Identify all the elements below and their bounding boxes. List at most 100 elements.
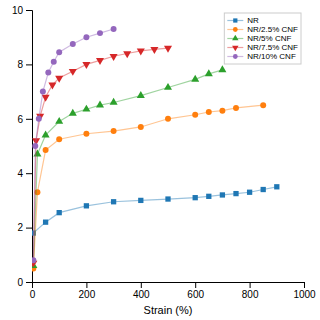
point [83,34,89,40]
y-tick-mark [26,119,32,120]
point [69,69,77,76]
point [260,102,266,108]
y-tick-mark [26,282,32,283]
legend-label: NR [247,16,259,25]
y-tick-label: 6 [17,114,23,125]
x-tick: 400 [133,282,150,300]
x-tick-label: 200 [79,289,96,300]
series-line [33,48,168,263]
point [164,46,172,53]
legend-label: NR/10% CNF [247,52,296,61]
legend-item: NR [227,16,259,25]
point [274,184,279,189]
point [165,196,170,201]
point [82,105,90,112]
y-tick: 8 [17,59,32,70]
legend-item: NR/10% CNF [227,52,296,61]
x-axis-title: Strain (%) [144,304,193,316]
y-tick-label: 0 [17,277,23,288]
y-tick-mark [26,228,32,229]
point [123,51,131,58]
point [164,83,172,90]
legend-label: NR/2.5% CNF [247,25,298,34]
point [83,131,89,137]
x-tick-mark [141,282,142,288]
series-line [33,105,263,268]
legend-swatch-marker [233,27,238,32]
legend-swatch-marker [232,46,238,52]
point [48,82,56,89]
series-line [33,29,113,260]
point [97,30,103,36]
legend-swatch-marker [233,54,238,59]
y-tick-label: 2 [17,222,23,233]
point [206,194,211,199]
point [219,108,225,114]
point [43,147,49,153]
x-tick-label: 400 [133,289,150,300]
point [191,75,199,82]
plot: 020040060080010000246810NRNR/2.5% CNFNR/… [12,5,316,300]
x-tick-label: 600 [187,289,204,300]
x-tick-mark [304,282,305,288]
x-tick: 600 [187,282,204,300]
point [261,187,266,192]
legend-item: NR/2.5% CNF [227,25,298,34]
point [111,199,116,204]
point [96,58,104,65]
series-line [33,187,276,233]
point [138,124,144,130]
point [56,136,62,142]
point [84,203,89,208]
point [40,89,46,95]
x-axis-line [33,283,305,289]
y-tick: 0 [17,277,32,288]
point [205,69,213,76]
point [43,220,48,225]
point [110,54,118,61]
x-tick-mark [195,282,196,288]
x-tick-label: 0 [30,289,36,300]
y-tick-label: 8 [17,59,23,70]
point [36,116,42,122]
point [55,76,63,83]
point [233,105,239,111]
x-tick: 800 [242,282,259,300]
legend-box [224,13,301,64]
point [220,192,225,197]
x-tick: 0 [30,282,36,300]
point [70,41,76,47]
y-tick: 2 [17,222,32,233]
point [247,190,252,195]
point [193,195,198,200]
point [111,26,117,32]
x-axis: 0 200 400 600 800 1000 [30,282,316,300]
y-axis-line [26,11,33,283]
point [233,191,238,196]
y-tick: 4 [17,168,32,179]
y-tick-mark [26,173,32,174]
point [138,198,143,203]
y-tick: 10 [12,5,32,16]
legend: NRNR/2.5% CNFNR/5% CNFNR/7.5% CNFNR/10% … [224,13,301,64]
y-tick-mark [26,10,32,11]
legend-item: NR/5% CNF [227,34,291,43]
x-tick: 1000 [293,282,316,300]
y-tick-label: 4 [17,168,23,179]
legend-label: NR/7.5% CNF [247,43,298,52]
y-axis: 0 2 4 6 8 10 [12,5,33,288]
x-tick-mark [250,282,251,288]
point [42,130,50,137]
point [150,47,158,54]
point [111,128,117,134]
point [96,101,104,108]
point [69,109,77,116]
legend-label: NR/5% CNF [247,34,291,43]
point [206,109,212,115]
legend-item: NR/7.5% CNF [227,43,298,52]
point [51,59,57,65]
point [82,62,90,69]
y-tick-mark [26,64,32,65]
x-tick: 200 [79,282,96,300]
point [218,65,226,72]
